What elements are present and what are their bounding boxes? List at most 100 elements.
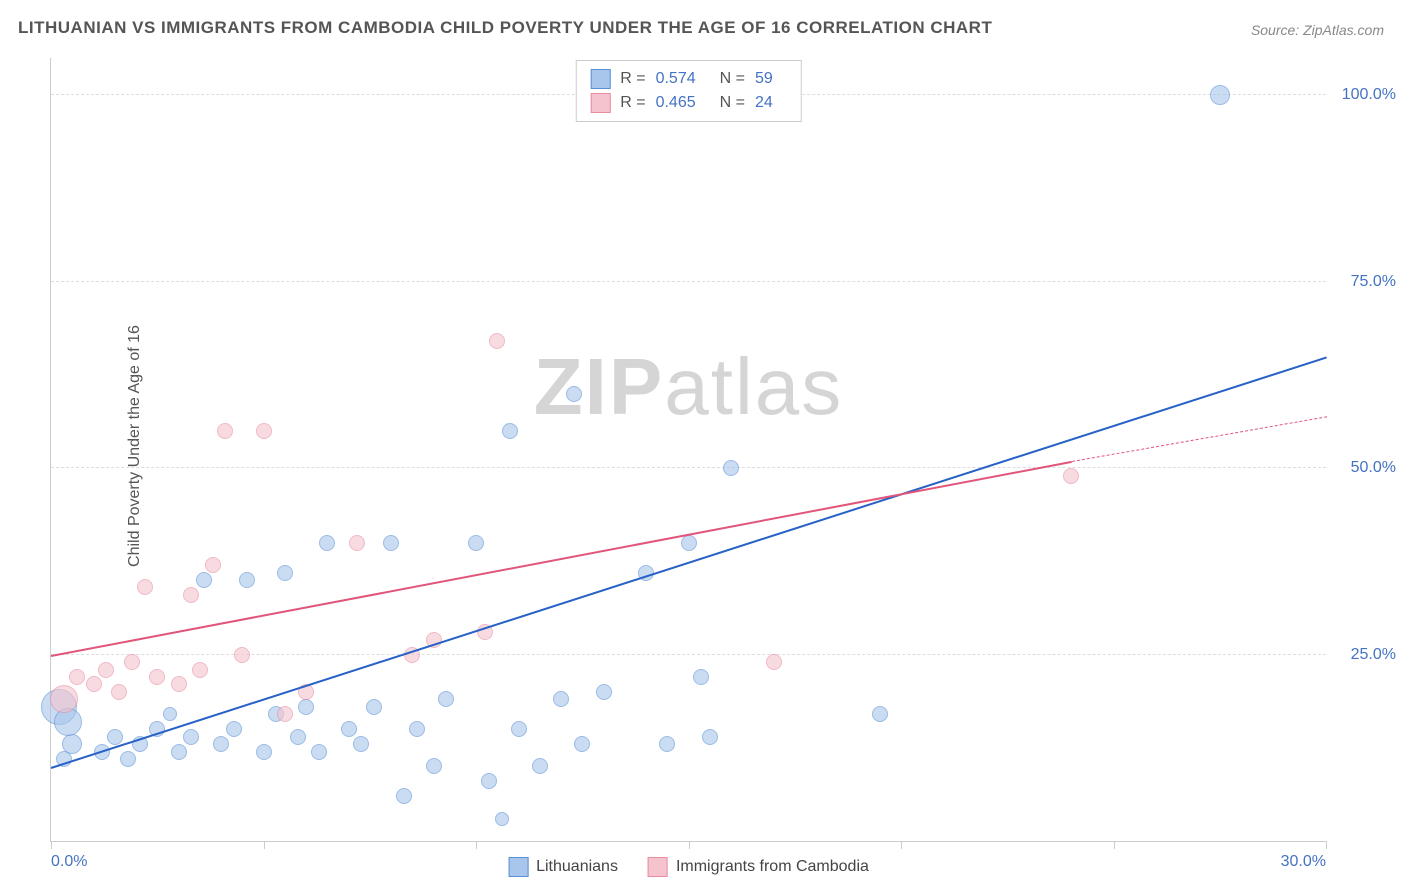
data-point bbox=[349, 535, 365, 551]
x-tick bbox=[51, 841, 52, 849]
r-value-series1: 0.574 bbox=[656, 70, 696, 88]
data-point bbox=[277, 565, 293, 581]
data-point bbox=[277, 706, 293, 722]
legend-row-series1: R = 0.574 N = 59 bbox=[590, 67, 787, 91]
data-point bbox=[1063, 468, 1079, 484]
data-point bbox=[693, 669, 709, 685]
data-point bbox=[366, 699, 382, 715]
data-point bbox=[50, 685, 78, 713]
data-point bbox=[681, 535, 697, 551]
data-point bbox=[256, 423, 272, 439]
watermark-light: atlas bbox=[664, 342, 843, 431]
data-point bbox=[766, 654, 782, 670]
legend-row-series2: R = 0.465 N = 24 bbox=[590, 91, 787, 115]
x-tick bbox=[1326, 841, 1327, 849]
x-tick bbox=[476, 841, 477, 849]
gridline bbox=[51, 467, 1326, 468]
data-point bbox=[409, 721, 425, 737]
series1-label: Lithuanians bbox=[536, 858, 618, 876]
chart-title: LITHUANIAN VS IMMIGRANTS FROM CAMBODIA C… bbox=[18, 18, 992, 38]
data-point bbox=[723, 460, 739, 476]
data-point bbox=[213, 736, 229, 752]
data-point bbox=[702, 729, 718, 745]
y-tick-label: 50.0% bbox=[1351, 459, 1396, 477]
swatch-series1 bbox=[590, 69, 610, 89]
data-point bbox=[383, 535, 399, 551]
data-point bbox=[574, 736, 590, 752]
swatch-series2-bottom bbox=[648, 857, 668, 877]
n-label: N = bbox=[720, 94, 745, 112]
data-point bbox=[256, 744, 272, 760]
r-value-series2: 0.465 bbox=[656, 94, 696, 112]
series-legend: Lithuanians Immigrants from Cambodia bbox=[508, 857, 869, 877]
y-tick-label: 100.0% bbox=[1342, 86, 1396, 104]
r-label: R = bbox=[620, 70, 645, 88]
data-point bbox=[98, 662, 114, 678]
data-point bbox=[495, 812, 509, 826]
watermark-bold: ZIP bbox=[534, 342, 664, 431]
data-point bbox=[163, 707, 177, 721]
y-tick-label: 25.0% bbox=[1351, 646, 1396, 664]
data-point bbox=[86, 676, 102, 692]
data-point bbox=[234, 647, 250, 663]
x-tick bbox=[264, 841, 265, 849]
data-point bbox=[396, 788, 412, 804]
legend-item-series1: Lithuanians bbox=[508, 857, 618, 877]
swatch-series2 bbox=[590, 93, 610, 113]
y-tick-label: 75.0% bbox=[1351, 273, 1396, 291]
data-point bbox=[481, 773, 497, 789]
data-point bbox=[353, 736, 369, 752]
trend-line bbox=[1072, 416, 1327, 462]
data-point bbox=[502, 423, 518, 439]
data-point bbox=[489, 333, 505, 349]
legend-item-series2: Immigrants from Cambodia bbox=[648, 857, 869, 877]
n-value-series1: 59 bbox=[755, 70, 773, 88]
data-point bbox=[319, 535, 335, 551]
data-point bbox=[468, 535, 484, 551]
data-point bbox=[553, 691, 569, 707]
r-label: R = bbox=[620, 94, 645, 112]
data-point bbox=[205, 557, 221, 573]
data-point bbox=[111, 684, 127, 700]
trend-line bbox=[51, 461, 1072, 657]
swatch-series1-bottom bbox=[508, 857, 528, 877]
gridline bbox=[51, 281, 1326, 282]
data-point bbox=[196, 572, 212, 588]
data-point bbox=[124, 654, 140, 670]
x-tick bbox=[689, 841, 690, 849]
data-point bbox=[226, 721, 242, 737]
x-tick bbox=[901, 841, 902, 849]
trend-line bbox=[51, 357, 1328, 770]
data-point bbox=[217, 423, 233, 439]
data-point bbox=[438, 691, 454, 707]
n-value-series2: 24 bbox=[755, 94, 773, 112]
data-point bbox=[1210, 85, 1230, 105]
data-point bbox=[149, 669, 165, 685]
data-point bbox=[171, 676, 187, 692]
data-point bbox=[171, 744, 187, 760]
x-tick-label: 30.0% bbox=[1281, 853, 1326, 871]
data-point bbox=[69, 669, 85, 685]
data-point bbox=[659, 736, 675, 752]
data-point bbox=[120, 751, 136, 767]
data-point bbox=[107, 729, 123, 745]
x-tick bbox=[1114, 841, 1115, 849]
source-attribution: Source: ZipAtlas.com bbox=[1251, 22, 1384, 38]
n-label: N = bbox=[720, 70, 745, 88]
plot-area: ZIPatlas R = 0.574 N = 59 R = 0.465 N = … bbox=[50, 58, 1326, 842]
series2-label: Immigrants from Cambodia bbox=[676, 858, 869, 876]
data-point bbox=[532, 758, 548, 774]
data-point bbox=[341, 721, 357, 737]
chart-container: LITHUANIAN VS IMMIGRANTS FROM CAMBODIA C… bbox=[0, 0, 1406, 892]
data-point bbox=[183, 729, 199, 745]
x-tick-label: 0.0% bbox=[51, 853, 87, 871]
data-point bbox=[311, 744, 327, 760]
data-point bbox=[192, 662, 208, 678]
data-point bbox=[426, 758, 442, 774]
data-point bbox=[183, 587, 199, 603]
data-point bbox=[511, 721, 527, 737]
data-point bbox=[137, 579, 153, 595]
data-point bbox=[596, 684, 612, 700]
data-point bbox=[290, 729, 306, 745]
watermark: ZIPatlas bbox=[534, 341, 843, 433]
